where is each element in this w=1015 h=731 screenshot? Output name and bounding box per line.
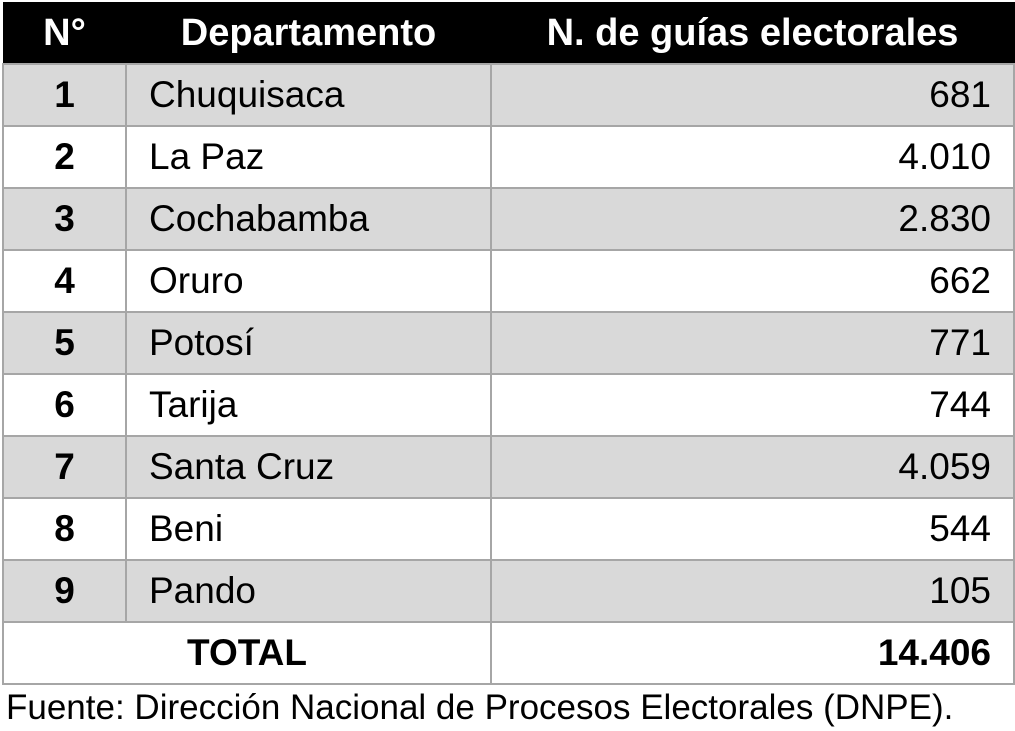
row-department: Cochabamba [125, 187, 492, 251]
row-number: 8 [2, 497, 127, 561]
row-number: 7 [2, 435, 127, 499]
table-row: 5 Potosí 771 [2, 311, 1015, 375]
table-row: 7 Santa Cruz 4.059 [2, 435, 1015, 499]
total-label: TOTAL [2, 621, 492, 685]
row-guides-count: 544 [490, 497, 1015, 561]
row-guides-count: 681 [490, 63, 1015, 127]
row-number: 9 [2, 559, 127, 623]
row-number: 2 [2, 125, 127, 189]
row-department: Santa Cruz [125, 435, 492, 499]
row-guides-count: 662 [490, 249, 1015, 313]
row-department: Pando [125, 559, 492, 623]
row-number: 1 [2, 63, 127, 127]
row-number: 6 [2, 373, 127, 437]
row-guides-count: 105 [490, 559, 1015, 623]
row-department: Tarija [125, 373, 492, 437]
table-row: 1 Chuquisaca 681 [2, 63, 1015, 127]
row-number: 5 [2, 311, 127, 375]
table-row: 6 Tarija 744 [2, 373, 1015, 437]
electoral-guides-table: N° Departamento N. de guías electorales … [2, 2, 1015, 685]
row-number: 4 [2, 249, 127, 313]
row-guides-count: 2.830 [490, 187, 1015, 251]
total-row: TOTAL 14.406 [2, 621, 1015, 685]
source-note: Fuente: Dirección Nacional de Procesos E… [6, 688, 954, 727]
table-header-row: N° Departamento N. de guías electorales [2, 2, 1015, 65]
row-guides-count: 744 [490, 373, 1015, 437]
table-row: 8 Beni 544 [2, 497, 1015, 561]
row-department: Potosí [125, 311, 492, 375]
table-row: 3 Cochabamba 2.830 [2, 187, 1015, 251]
row-guides-count: 4.059 [490, 435, 1015, 499]
row-department: La Paz [125, 125, 492, 189]
header-number: N° [2, 2, 127, 65]
total-value: 14.406 [490, 621, 1015, 685]
row-department: Chuquisaca [125, 63, 492, 127]
row-number: 3 [2, 187, 127, 251]
row-guides-count: 4.010 [490, 125, 1015, 189]
table-row: 9 Pando 105 [2, 559, 1015, 623]
row-department: Oruro [125, 249, 492, 313]
row-guides-count: 771 [490, 311, 1015, 375]
header-department: Departamento [125, 2, 492, 65]
row-department: Beni [125, 497, 492, 561]
table-row: 2 La Paz 4.010 [2, 125, 1015, 189]
header-guides: N. de guías electorales [490, 2, 1015, 65]
table-row: 4 Oruro 662 [2, 249, 1015, 313]
